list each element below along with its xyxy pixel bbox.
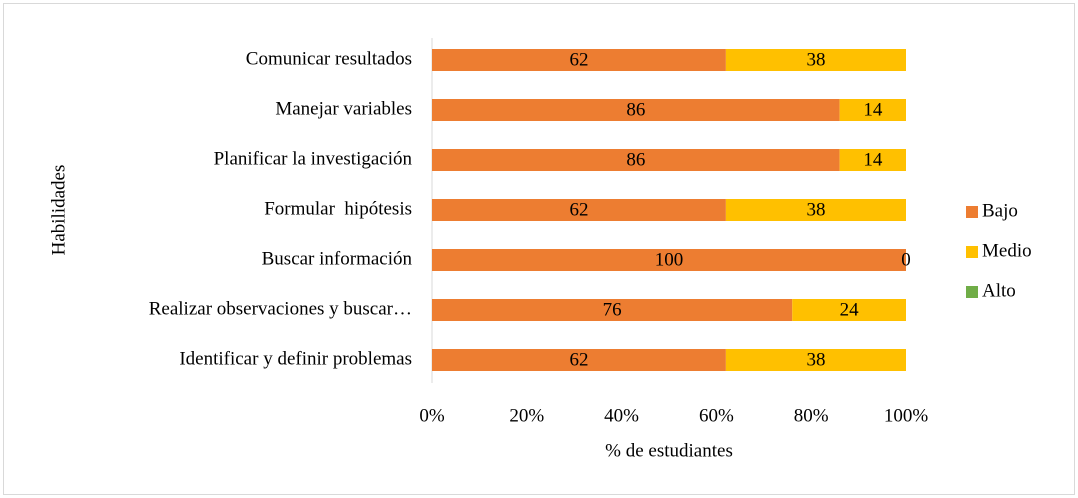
- x-tick-label: 100%: [884, 405, 929, 426]
- data-label: 62: [569, 349, 588, 370]
- x-tick-label: 0%: [419, 405, 445, 426]
- y-tick-label: Realizar observaciones y buscar…: [149, 298, 412, 319]
- data-label: 24: [840, 299, 860, 320]
- x-tick-label: 20%: [509, 405, 544, 426]
- x-tick-label: 60%: [699, 405, 734, 426]
- data-label: 62: [569, 49, 588, 70]
- legend-label: Alto: [982, 280, 1016, 301]
- x-tick-label: 80%: [794, 405, 829, 426]
- bar-segment: [432, 99, 840, 121]
- x-tick-label: 40%: [604, 405, 639, 426]
- bar-segment: [725, 349, 906, 371]
- y-tick-label: Planificar la investigación: [214, 148, 413, 169]
- y-tick-label: Comunicar resultados: [246, 48, 412, 69]
- bar-segment: [432, 249, 906, 271]
- data-label: 38: [806, 199, 825, 220]
- bar-segment: [839, 149, 906, 171]
- bar-segment: [432, 299, 793, 321]
- data-label: 86: [626, 149, 645, 170]
- y-tick-label: Formular hipótesis: [264, 198, 412, 219]
- bar-segment: [432, 349, 726, 371]
- legend-swatch: [966, 246, 978, 258]
- legend-label: Medio: [982, 240, 1032, 261]
- y-tick-label: Identificar y definir problemas: [179, 348, 412, 369]
- x-axis-title: % de estudiantes: [605, 440, 733, 461]
- bar-segment: [725, 49, 906, 71]
- data-label: 38: [806, 49, 825, 70]
- bar-segment: [432, 199, 726, 221]
- bar-segment: [792, 299, 906, 321]
- data-label: 14: [863, 149, 883, 170]
- bar-segment: [432, 49, 726, 71]
- legend-swatch: [966, 206, 978, 218]
- bar-segment: [839, 99, 906, 121]
- data-label: 14: [863, 99, 883, 120]
- y-axis-title: Habilidades: [48, 165, 69, 256]
- data-label: 76: [603, 299, 622, 320]
- data-label: 38: [806, 349, 825, 370]
- legend-swatch: [966, 286, 978, 298]
- legend-label: Bajo: [982, 200, 1018, 221]
- bar-segment: [725, 199, 906, 221]
- data-label: 86: [626, 99, 645, 120]
- y-tick-label: Manejar variables: [275, 98, 412, 119]
- data-label: 62: [569, 199, 588, 220]
- data-label: 0: [901, 249, 911, 270]
- data-label: 100: [655, 249, 684, 270]
- bar-segment: [432, 149, 840, 171]
- y-tick-label: Buscar información: [262, 248, 413, 269]
